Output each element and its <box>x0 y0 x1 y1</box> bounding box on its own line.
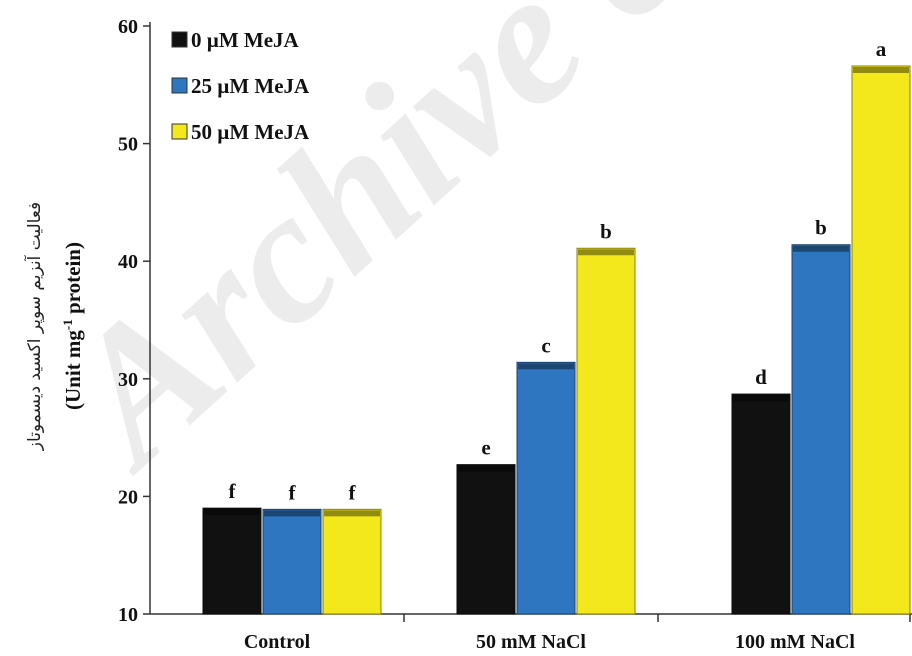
bar-top-bevel <box>458 465 514 472</box>
bar-top-bevel <box>264 510 320 517</box>
y-axis-title-secondary: فعالیت آنزیم سوپر اکسید دیسموتاز <box>23 202 45 451</box>
y-tick-label: 40 <box>118 251 138 273</box>
y-tick-label: 60 <box>118 16 138 38</box>
significance-letter: f <box>229 479 237 503</box>
bar <box>456 464 516 615</box>
bar-top-bevel <box>578 249 634 256</box>
significance-letter: e <box>481 436 490 460</box>
bar <box>516 361 576 615</box>
y-axis-title-main: (Unit mg-1 protein) <box>60 242 85 410</box>
legend-label: 0 µM MeJA <box>191 28 300 52</box>
bar-top-bevel <box>793 245 849 252</box>
legend-label: 50 µM MeJA <box>191 120 310 144</box>
bar <box>262 508 322 615</box>
x-category-label: Control <box>244 631 311 653</box>
bar <box>576 247 636 615</box>
y-tick-label: 20 <box>118 486 138 508</box>
bar-top-bevel <box>518 363 574 370</box>
y-tick-label: 10 <box>118 604 138 626</box>
bar <box>202 507 262 615</box>
legend-label: 25 µM MeJA <box>191 74 310 98</box>
bar-top-bevel <box>853 66 909 73</box>
significance-letter: a <box>876 37 887 61</box>
significance-letter: f <box>349 480 357 504</box>
bar-top-bevel <box>324 510 380 517</box>
significance-letter: b <box>815 216 827 240</box>
bar <box>791 244 851 615</box>
y-tick-label: 30 <box>118 369 138 391</box>
legend-swatch <box>171 31 188 48</box>
significance-letter: f <box>289 480 297 504</box>
significance-letter: b <box>600 219 612 243</box>
legend-swatch <box>171 123 188 140</box>
legend: 0 µM MeJA 25 µM MeJA 50 µM MeJA <box>171 28 310 144</box>
bar <box>731 393 791 615</box>
y-axis-title-text: (Unit mg-1 protein) <box>60 242 85 410</box>
significance-letter: d <box>755 365 767 389</box>
bar <box>322 508 382 615</box>
x-category-label: 100 mM NaCl <box>735 631 855 653</box>
bar-top-bevel <box>204 509 260 516</box>
bar-top-bevel <box>733 395 789 402</box>
significance-letter: c <box>541 333 550 357</box>
y-axis-title-secondary-text: فعالیت آنزیم سوپر اکسید دیسموتاز <box>23 202 45 451</box>
y-tick-label: 50 <box>118 134 138 156</box>
bars: f f f e c b d b a <box>202 37 911 615</box>
bar <box>851 65 911 615</box>
legend-swatch <box>171 77 188 94</box>
y-axis-title: (Unit mg-1 protein) فعالیت آنزیم سوپر اکس… <box>23 202 85 451</box>
x-category-label: 50 mM NaCl <box>476 631 586 653</box>
